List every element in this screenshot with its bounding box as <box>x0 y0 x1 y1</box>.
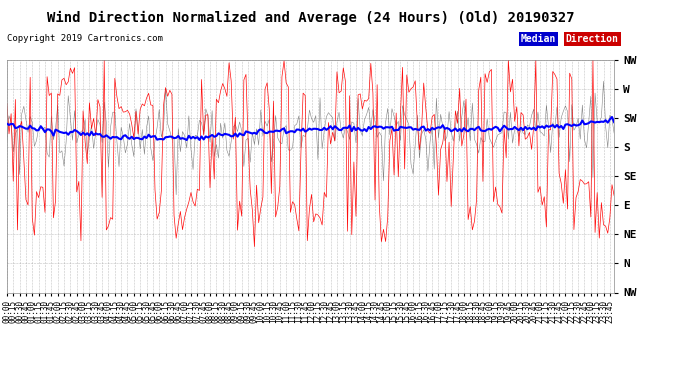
Text: Median: Median <box>521 34 556 44</box>
Text: Wind Direction Normalized and Average (24 Hours) (Old) 20190327: Wind Direction Normalized and Average (2… <box>47 11 574 26</box>
Text: Copyright 2019 Cartronics.com: Copyright 2019 Cartronics.com <box>7 34 163 43</box>
Text: Direction: Direction <box>566 34 619 44</box>
